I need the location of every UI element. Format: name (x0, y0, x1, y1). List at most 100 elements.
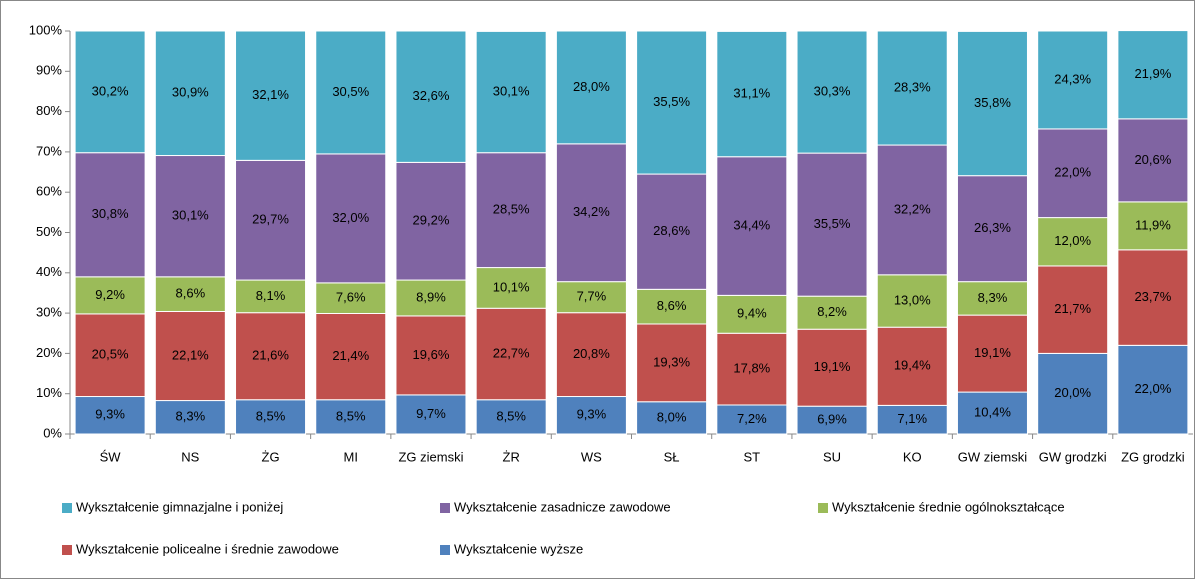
x-tick-label: SU (823, 449, 841, 464)
bar-segment (636, 30, 708, 175)
legend-swatch (818, 503, 828, 513)
bar-segment (716, 294, 788, 334)
data-label: 30,9% (172, 85, 209, 100)
bar-segment (636, 288, 708, 325)
bar-segment (636, 173, 708, 290)
data-label: 9,3% (95, 407, 125, 422)
x-tick-label: SŁ (664, 449, 680, 464)
bar-segment (555, 30, 627, 145)
x-tick-label: ŻR (503, 449, 520, 464)
legend-label: Wykształcenie policealne i średnie zawod… (76, 541, 339, 556)
y-tick-label: 10% (36, 385, 62, 400)
bar-segment (1117, 30, 1189, 120)
x-tick-label: ŚW (100, 449, 122, 464)
data-label: 22,0% (1054, 165, 1091, 180)
legend-label: Wykształcenie gimnazjalne i poniżej (76, 499, 283, 514)
data-label: 12,0% (1054, 233, 1091, 248)
bar-segment (716, 404, 788, 435)
data-label: 20,8% (573, 346, 610, 361)
data-label: 19,4% (894, 358, 931, 373)
x-tick-label: WS (581, 449, 602, 464)
legend-swatch (440, 545, 450, 555)
x-tick-label: GW ziemski (958, 449, 1027, 464)
data-label: 8,2% (817, 304, 847, 319)
bar-segment (235, 399, 307, 435)
bar-segment (1117, 118, 1189, 203)
bar-segment (154, 276, 226, 312)
data-label: 30,2% (92, 83, 129, 98)
data-label: 8,3% (176, 409, 206, 424)
data-label: 22,0% (1134, 381, 1171, 396)
bar-segment (796, 405, 868, 435)
bar-segment (235, 312, 307, 401)
bar-segment (796, 328, 868, 407)
data-label: 8,6% (657, 298, 687, 313)
bar-segment (74, 30, 146, 154)
bar-segment (716, 30, 788, 158)
bar-segment (235, 159, 307, 281)
x-tick-label: ZG ziemski (398, 449, 463, 464)
bar-segment (154, 155, 226, 278)
bar-segment (395, 161, 467, 281)
data-label: 13,0% (894, 292, 931, 307)
bar-segment (716, 332, 788, 406)
data-label: 32,0% (332, 210, 369, 225)
y-tick-label: 40% (36, 264, 62, 279)
data-label: 7,1% (897, 411, 927, 426)
bar-segment (796, 30, 868, 154)
bar-segment (395, 279, 467, 317)
bar-segment (395, 30, 467, 163)
legend-label: Wykształcenie zasadnicze zawodowe (454, 499, 671, 514)
bar-segment (1037, 217, 1109, 267)
data-label: 10,4% (974, 404, 1011, 419)
data-label: 30,3% (814, 83, 851, 98)
data-label: 9,3% (577, 407, 607, 422)
data-label: 32,1% (252, 87, 289, 102)
data-label: 30,5% (332, 84, 369, 99)
data-label: 29,2% (413, 213, 450, 228)
data-label: 21,6% (252, 348, 289, 363)
data-label: 7,7% (577, 289, 607, 304)
bar-segment (876, 274, 948, 328)
data-label: 32,6% (413, 88, 450, 103)
legend-swatch (440, 503, 450, 513)
data-label: 6,9% (817, 412, 847, 427)
data-label: 8,1% (256, 288, 286, 303)
data-label: 17,8% (733, 361, 770, 376)
bar-segment (555, 143, 627, 283)
bar-segment (395, 394, 467, 435)
bar-segment (956, 314, 1028, 393)
data-label: 26,3% (974, 220, 1011, 235)
data-label: 7,6% (336, 290, 366, 305)
data-label: 30,8% (92, 206, 129, 221)
data-label: 8,9% (416, 289, 446, 304)
data-label: 35,8% (974, 95, 1011, 110)
data-label: 35,5% (653, 94, 690, 109)
bar-segment (876, 30, 948, 146)
bar-segment (1037, 265, 1109, 354)
data-label: 19,1% (974, 345, 1011, 360)
x-tick-label: GW grodzki (1039, 449, 1107, 464)
data-label: 19,1% (814, 359, 851, 374)
bar-segment (154, 30, 226, 157)
data-label: 28,3% (894, 79, 931, 94)
bar-segment (475, 267, 547, 309)
data-label: 21,9% (1134, 66, 1171, 81)
bar-segment (1037, 352, 1109, 435)
bar-segment (74, 152, 146, 278)
bar-segment (315, 282, 387, 315)
bar-segment (315, 30, 387, 155)
data-label: 21,7% (1054, 301, 1091, 316)
bar-segment (956, 391, 1028, 435)
data-label: 29,7% (252, 212, 289, 227)
bar-segment (956, 30, 1028, 177)
x-tick-label: ZG grodzki (1121, 449, 1185, 464)
data-label: 28,6% (653, 223, 690, 238)
data-label: 10,1% (493, 279, 530, 294)
bar-segment (235, 30, 307, 161)
bar-segment (636, 323, 708, 403)
bar-segment (1117, 249, 1189, 346)
bar-segment (74, 313, 146, 398)
bar-segment (395, 315, 467, 396)
